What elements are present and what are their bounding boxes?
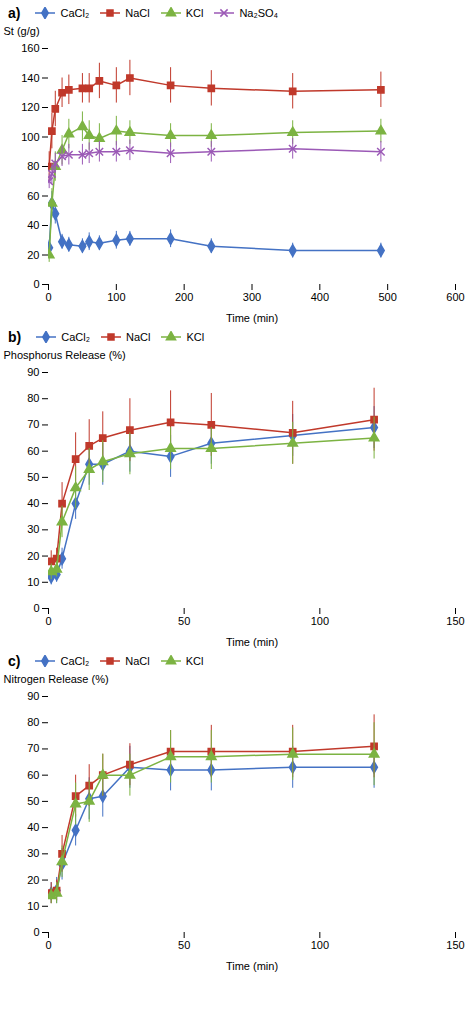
- svg-text:10: 10: [27, 576, 39, 588]
- html-text:NaCl: NaCl: [125, 655, 150, 667]
- svg-text:80: 80: [27, 716, 39, 728]
- svg-text:500: 500: [378, 291, 396, 303]
- svg-text:Nitrogen Release (%): Nitrogen Release (%): [4, 673, 109, 685]
- svg-text:10: 10: [27, 900, 39, 912]
- html-text:c): c): [8, 653, 21, 669]
- svg-text:50: 50: [27, 471, 39, 483]
- svg-text:60: 60: [27, 190, 39, 202]
- html-text:NaCl: NaCl: [125, 7, 150, 19]
- svg-text:80: 80: [27, 160, 39, 172]
- svg-text:100: 100: [107, 291, 125, 303]
- svg-text:100: 100: [21, 131, 39, 143]
- svg-text:0: 0: [45, 615, 51, 627]
- svg-text:200: 200: [175, 291, 193, 303]
- html-text:CaCl₂: CaCl₂: [60, 7, 90, 19]
- svg-text:90: 90: [27, 690, 39, 702]
- svg-text:0: 0: [45, 291, 51, 303]
- svg-text:90: 90: [27, 366, 39, 378]
- svg-text:0: 0: [33, 926, 39, 938]
- svg-text:80: 80: [27, 392, 39, 404]
- svg-text:50: 50: [178, 615, 190, 627]
- svg-text:Phosphorus Release (%): Phosphorus Release (%): [4, 349, 126, 361]
- svg-text:150: 150: [446, 615, 464, 627]
- html-text:NaCl: NaCl: [126, 331, 151, 343]
- svg-text:100: 100: [311, 615, 329, 627]
- svg-text:0: 0: [33, 602, 39, 614]
- html-text:b): b): [8, 329, 22, 345]
- html-text:CaCl₂: CaCl₂: [60, 655, 90, 667]
- svg-text:Time (min): Time (min): [226, 636, 278, 648]
- svg-text:160: 160: [21, 42, 39, 54]
- html-text:KCl: KCl: [185, 655, 204, 667]
- html-text:Na₂SO₄: Na₂SO₄: [239, 7, 279, 19]
- html-text:KCl: KCl: [185, 7, 204, 19]
- svg-text:40: 40: [27, 821, 39, 833]
- svg-text:600: 600: [446, 291, 464, 303]
- svg-text:20: 20: [27, 550, 39, 562]
- svg-text:300: 300: [243, 291, 261, 303]
- svg-text:30: 30: [27, 523, 39, 535]
- svg-text:30: 30: [27, 847, 39, 859]
- svg-text:60: 60: [27, 769, 39, 781]
- html-text:a): a): [8, 5, 21, 21]
- svg-text:0: 0: [33, 278, 39, 290]
- svg-text:120: 120: [21, 101, 39, 113]
- svg-text:St (g/g): St (g/g): [4, 25, 40, 37]
- svg-text:40: 40: [27, 219, 39, 231]
- svg-text:20: 20: [27, 874, 39, 886]
- svg-text:50: 50: [178, 939, 190, 951]
- svg-text:150: 150: [446, 939, 464, 951]
- svg-text:70: 70: [27, 418, 39, 430]
- svg-text:0: 0: [45, 939, 51, 951]
- svg-text:400: 400: [311, 291, 329, 303]
- svg-text:Time (min): Time (min): [226, 312, 278, 324]
- svg-text:Time (min): Time (min): [226, 960, 278, 972]
- html-text:KCl: KCl: [186, 331, 205, 343]
- svg-text:140: 140: [21, 72, 39, 84]
- svg-text:50: 50: [27, 795, 39, 807]
- svg-text:40: 40: [27, 497, 39, 509]
- svg-text:70: 70: [27, 742, 39, 754]
- svg-text:20: 20: [27, 249, 39, 261]
- svg-text:60: 60: [27, 445, 39, 457]
- svg-text:100: 100: [311, 939, 329, 951]
- html-text:CaCl₂: CaCl₂: [61, 331, 90, 343]
